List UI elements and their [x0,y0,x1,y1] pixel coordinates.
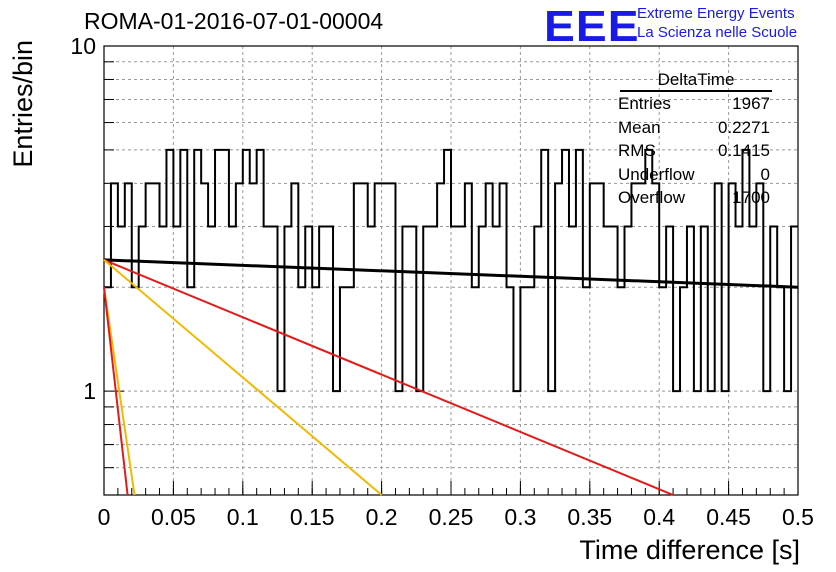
x-tick-label: 0.45 [706,504,751,530]
x-axis-label: Time difference [s] [579,535,800,565]
logo-text: Extreme Energy Events La Scienza nelle S… [637,4,797,42]
stats-value: 0 [760,164,770,184]
x-tick-labels: 0 0.05 0.1 0.15 0.2 0.25 0.3 0.35 0.4 0.45 0.5 [98,504,814,530]
stats-value: 1967 [732,94,770,113]
stats-label: RMS [618,141,656,160]
histogram-series [104,148,798,393]
stats-value: 1700 [732,188,770,207]
eee-logo: EEE [544,2,640,51]
stats-label: Underflow [618,164,695,184]
fit-lines [103,258,799,496]
x-tick-label: 0.15 [290,504,335,530]
fit-line [103,287,129,496]
fit-line [103,258,799,289]
x-tick-label: 0.05 [151,504,196,530]
stats-row-overflow: Overflow 1700 [612,186,778,210]
y-tick-label: 10 [70,33,96,59]
fit-line [103,287,136,496]
logo-line-1: Extreme Energy Events [637,5,795,22]
stats-value: 0.2271 [718,117,770,137]
fit-line [103,259,383,496]
logo-line-2: La Scienza nelle Scuole [637,24,798,41]
fit-line [103,258,674,496]
stats-row-mean: Mean 0.2271 [612,116,778,140]
stats-row-entries: Entries 1967 [612,92,778,116]
x-tick-label: 0.35 [567,504,612,530]
stats-label: Mean [618,117,661,137]
stats-row-underflow: Underflow 0 [612,163,778,187]
y-tick-labels: 1 10 [70,33,96,404]
stats-title: DeltaTime [620,70,772,92]
y-tick-label: 1 [83,378,96,404]
stats-label: Entries [618,94,671,113]
stats-row-rms: RMS 0.1415 [612,139,778,163]
x-tick-label: 0.2 [366,504,398,530]
x-tick-label: 0.4 [643,504,675,530]
x-tick-label: 0.5 [782,504,814,530]
stats-value: 0.1415 [718,141,770,160]
y-axis-label: Entries/bin [8,40,38,168]
x-tick-label: 0.3 [504,504,536,530]
x-tick-label: 0.1 [227,504,259,530]
axis-ticks [103,45,799,496]
x-tick-label: 0 [98,504,111,530]
stats-label: Overflow [618,188,686,207]
x-tick-label: 0.25 [429,504,474,530]
stats-box: DeltaTime Entries 1967 Mean 0.2271 RMS 0… [612,70,778,210]
run-title: ROMA-01-2016-07-01-00004 [84,8,384,34]
